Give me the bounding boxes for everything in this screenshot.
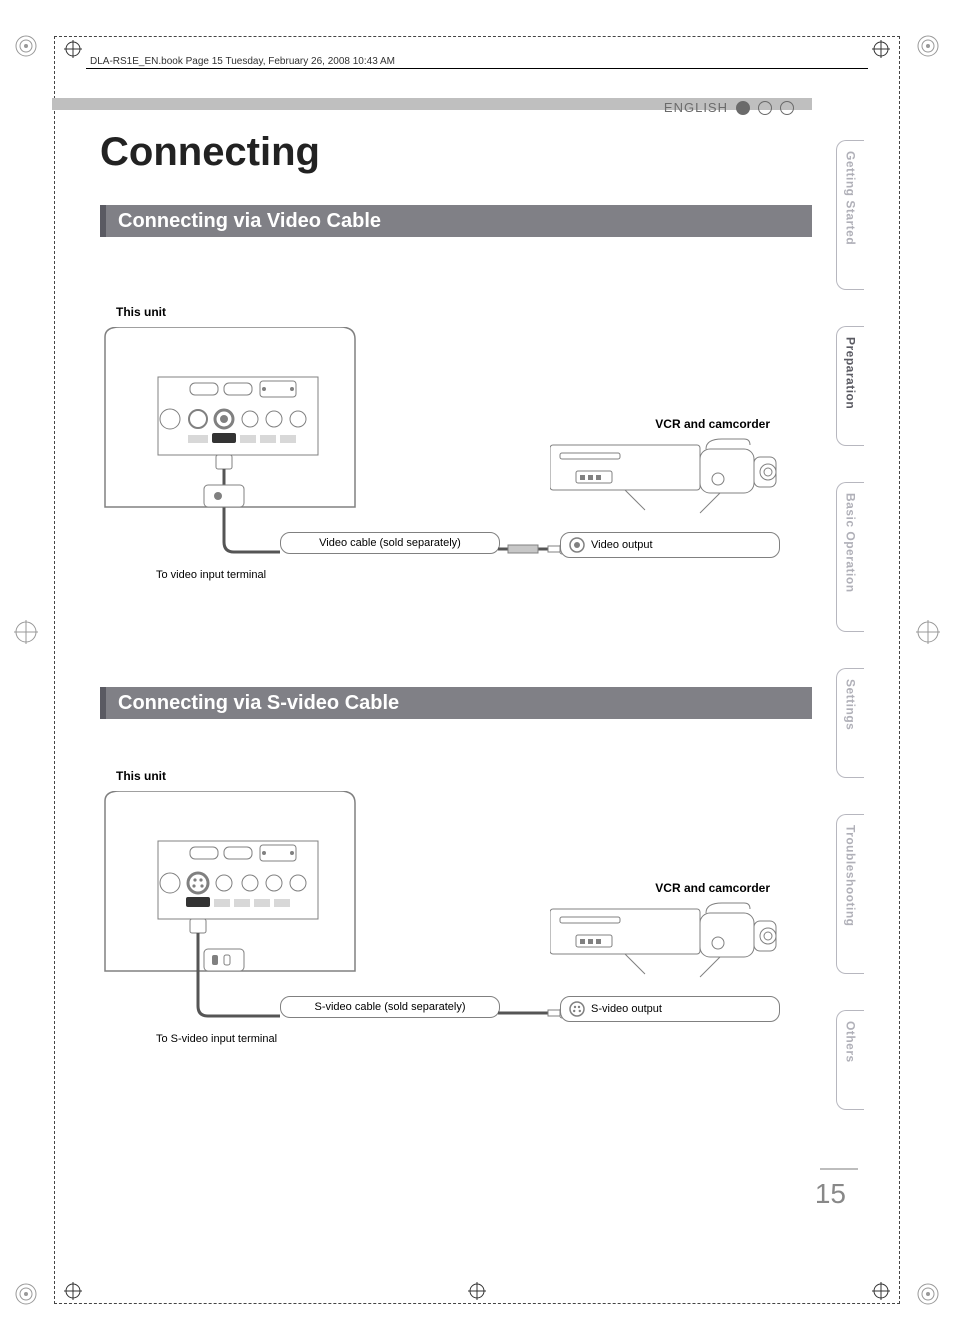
section-heading: Connecting via Video Cable [100, 205, 812, 237]
print-registration-mark [916, 34, 940, 58]
device-title: VCR and camcorder [655, 417, 770, 431]
tab-basic-operation[interactable]: Basic Operation [836, 482, 864, 632]
tab-preparation[interactable]: Preparation [836, 326, 864, 446]
section-heading-text: Connecting via Video Cable [118, 210, 381, 233]
page-title: Connecting [100, 130, 812, 175]
language-dot-active-icon [736, 101, 750, 115]
tab-label: Preparation [844, 337, 858, 409]
page-number-rule [820, 1168, 858, 1170]
tab-troubleshooting[interactable]: Troubleshooting [836, 814, 864, 974]
cable-label-text: S-video cable (sold separately) [314, 1001, 465, 1013]
terminal-label: To video input terminal [156, 569, 266, 581]
this-unit-label: This unit [116, 305, 812, 319]
print-registration-mark [14, 34, 38, 58]
language-dot-icon [758, 101, 772, 115]
projector-unit-icon [100, 791, 360, 1021]
connection-diagram-video: Video cable (sold separately) To video i… [100, 327, 800, 627]
output-label-box: Video output [560, 532, 780, 558]
device-title: VCR and camcorder [655, 881, 770, 895]
this-unit-label: This unit [116, 769, 812, 783]
section-heading-text: Connecting via S-video Cable [118, 692, 399, 715]
section-heading: Connecting via S-video Cable [100, 687, 812, 719]
tab-label: Others [844, 1021, 858, 1063]
tab-label: Settings [844, 679, 858, 730]
tab-others[interactable]: Others [836, 1010, 864, 1110]
connection-diagram-svideo: S-video cable (sold separately) To S-vid… [100, 791, 800, 1091]
tab-label: Basic Operation [844, 493, 858, 593]
print-registration-mark [14, 620, 38, 644]
tab-getting-started[interactable]: Getting Started [836, 140, 864, 290]
print-registration-mark [916, 1282, 940, 1306]
page-header-text: DLA-RS1E_EN.book Page 15 Tuesday, Februa… [90, 56, 395, 67]
page-content: Connecting Connecting via Video Cable Th… [100, 130, 812, 1151]
header-rule [86, 68, 868, 69]
vcr-camcorder-icon [550, 435, 780, 520]
tab-label: Troubleshooting [844, 825, 858, 927]
language-label: ENGLISH [664, 100, 728, 115]
cable-label-text: Video cable (sold separately) [319, 537, 461, 549]
page-number: 15 [815, 1178, 846, 1210]
terminal-label: To S-video input terminal [156, 1033, 277, 1045]
vcr-camcorder-icon [550, 899, 780, 984]
cable-label: Video cable (sold separately) [280, 532, 500, 554]
print-registration-mark [14, 1282, 38, 1306]
language-indicator: ENGLISH [664, 100, 794, 115]
projector-unit-icon [100, 327, 360, 557]
video-output-icon [569, 537, 585, 553]
print-registration-mark [916, 620, 940, 644]
output-label-text: S-video output [591, 1003, 662, 1015]
output-label-box: S-video output [560, 996, 780, 1022]
tab-settings[interactable]: Settings [836, 668, 864, 778]
tab-label: Getting Started [844, 151, 858, 245]
cable-label: S-video cable (sold separately) [280, 996, 500, 1018]
section-tabs-sidebar: Getting Started Preparation Basic Operat… [834, 140, 864, 1160]
language-dot-icon [780, 101, 794, 115]
output-label-text: Video output [591, 539, 653, 551]
svideo-output-icon [569, 1001, 585, 1017]
